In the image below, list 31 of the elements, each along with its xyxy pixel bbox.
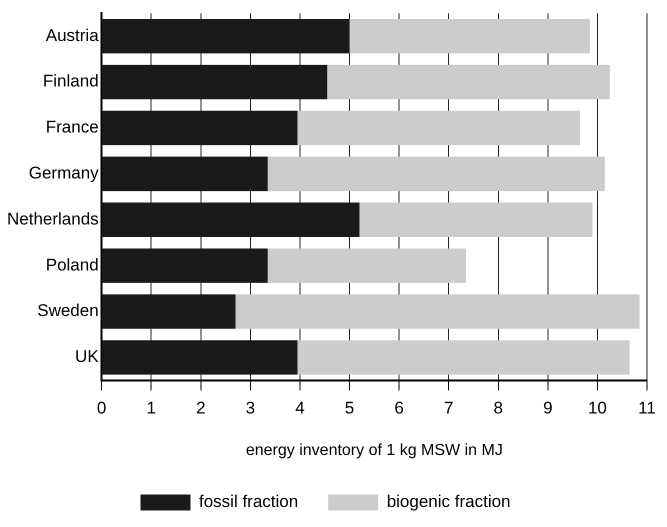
x-tick-label: 5	[344, 398, 354, 418]
bar	[350, 18, 590, 54]
x-axis-title: energy inventory of 1 kg MSW in MJ	[246, 442, 503, 459]
bar	[236, 294, 640, 329]
y-tick-label: Finland	[42, 72, 99, 91]
x-tick-label: 4	[295, 398, 305, 418]
bar	[327, 64, 610, 100]
x-tick-label: 3	[246, 398, 256, 418]
x-tick-label: 9	[543, 398, 553, 418]
x-tick-label: 2	[196, 398, 206, 418]
bar	[297, 110, 580, 146]
bar	[359, 202, 592, 237]
x-tick-label: 6	[394, 398, 404, 418]
y-tick-label: Netherlands	[6, 209, 99, 228]
x-tick-label: 0	[96, 398, 106, 418]
y-tick-label: Sweden	[37, 301, 99, 320]
y-tick-label: France	[46, 118, 99, 137]
y-tick-label: Austria	[46, 26, 100, 45]
bar	[268, 248, 466, 283]
y-tick-label: Germany	[28, 164, 100, 183]
legend-label: fossil fraction	[199, 492, 298, 512]
x-tick-label: 11	[638, 398, 656, 418]
y-tick-label: Poland	[46, 255, 99, 274]
x-tick-label: 10	[588, 398, 607, 418]
bar	[268, 156, 605, 192]
y-tick-label: UK	[75, 347, 100, 366]
bar	[297, 340, 630, 375]
x-tick-label: 7	[444, 398, 454, 418]
x-tick-label: 1	[146, 398, 156, 418]
legend-label: biogenic fraction	[386, 492, 511, 512]
x-tick-label: 8	[494, 398, 504, 418]
